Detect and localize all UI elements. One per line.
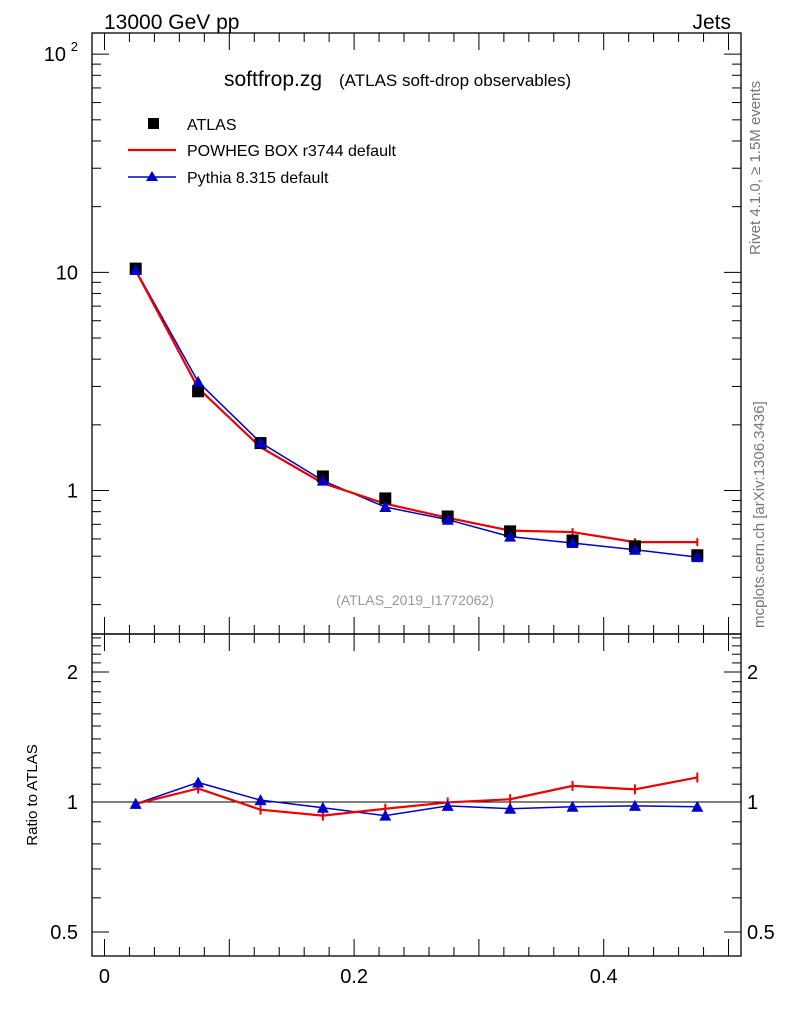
ratio-x-tick-label: 0.4 [590, 966, 618, 988]
ratio-x-tick-label: 0 [99, 966, 110, 988]
ratio-plot-frame [91, 633, 742, 957]
ratio-y-tick-label: 0.5 [50, 922, 78, 944]
powheg-ratio-line [135, 776, 698, 817]
category-label: Jets [692, 11, 731, 34]
pythia-ratio-point [379, 809, 392, 821]
legend-powheg-label: POWHEG BOX r3744 default [187, 143, 397, 160]
pythia-ratio-point [192, 776, 205, 788]
ratio-x-tick-label: 0.2 [340, 966, 368, 988]
main-y-tick-exponent: 2 [71, 39, 78, 54]
powheg-series-line [134, 269, 698, 544]
pythia-data-point [566, 536, 579, 548]
pythia-data-point [691, 551, 704, 563]
pythia-ratio-point [504, 802, 517, 814]
pythia-data-point [192, 375, 205, 387]
atlas-data-point [379, 492, 392, 505]
pythia-ratio-point [628, 799, 641, 811]
ratio-y-tick-label-right: 1 [747, 792, 758, 814]
pythia-ratio-point [441, 799, 454, 811]
ratio-axis-label: Ratio to ATLAS [24, 744, 41, 845]
pythia-ratio-point [691, 800, 704, 812]
mcplots-label: mcplots.cern.ch [arXiv:1306.3436] [751, 401, 768, 628]
energy-label: 13000 GeV pp [104, 11, 239, 34]
pythia-data-point [379, 501, 392, 513]
pythia-series-line [135, 269, 698, 558]
legend-atlas-label: ATLAS [187, 117, 237, 134]
legend-pythia-marker [146, 171, 158, 181]
legend: ATLAS POWHEG BOX r3744 default Pythia 8.… [128, 117, 397, 187]
legend-atlas-marker [148, 118, 159, 129]
plot-subtitle: (ATLAS soft-drop observables) [339, 71, 571, 90]
ratio-y-tick-label-right: 0.5 [747, 922, 775, 944]
pythia-ratio-point [316, 801, 329, 813]
main-y-tick-label: 10 [44, 44, 66, 66]
main-y-tick-label: 10 [56, 262, 78, 284]
pythia-data-point [441, 513, 454, 525]
pythia-data-point [316, 474, 329, 486]
atlas-data-point [192, 385, 205, 398]
plot-title: softfrop.zg [224, 68, 322, 91]
pythia-ratio-point [129, 797, 142, 809]
main-y-tick-label: 1 [67, 481, 78, 503]
ratio-y-tick-label: 2 [67, 662, 78, 684]
rivet-version-label: Rivet 4.1.0, ≥ 1.5M events [747, 81, 764, 255]
pythia-data-point [129, 263, 142, 275]
pythia-ratio-point [254, 794, 267, 806]
pythia-ratio-line [135, 781, 698, 817]
pythia-ratio-point [566, 800, 579, 812]
pythia-data-point [504, 530, 517, 542]
pythia-data-point [628, 543, 641, 555]
analysis-id: (ATLAS_2019_I1772062) [336, 592, 494, 608]
legend-pythia-label: Pythia 8.315 default [187, 170, 329, 187]
ratio-y-tick-label: 1 [67, 792, 78, 814]
pythia-data-point [254, 436, 267, 448]
ratio-y-tick-label-right: 2 [747, 662, 758, 684]
